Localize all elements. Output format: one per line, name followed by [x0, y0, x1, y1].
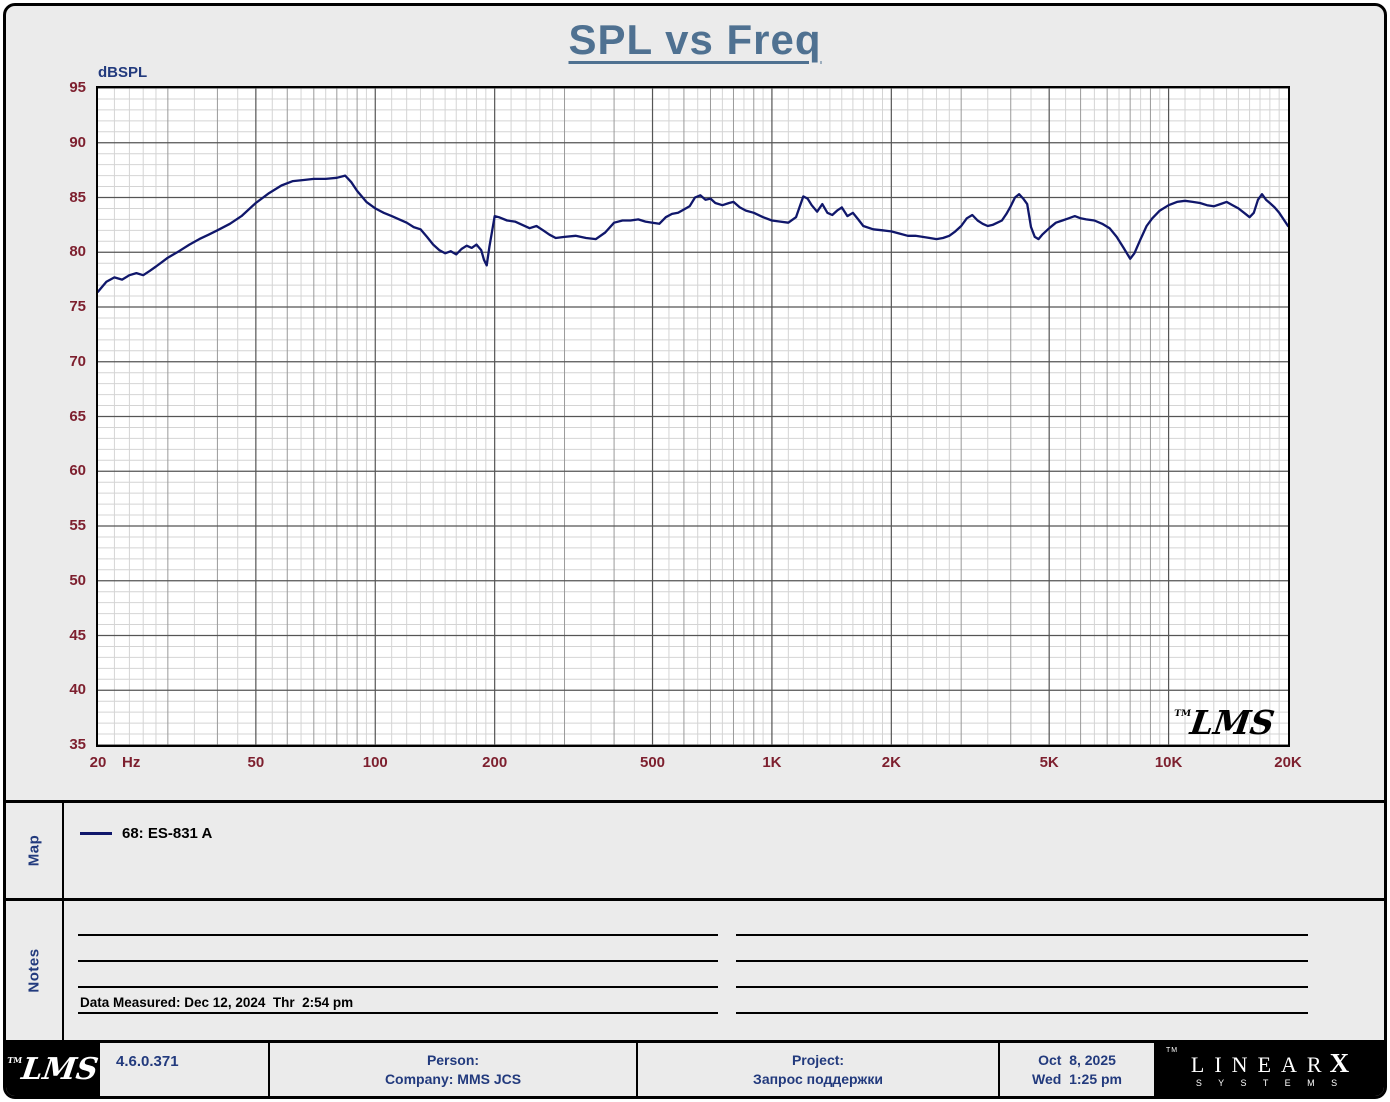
lms-logo-text: TMLMS: [6, 1051, 101, 1087]
project-value: Запрос поддержки: [753, 1070, 883, 1087]
notes-panel: Notes Data Measured: Dec 12, 2024 Thr 2:…: [6, 898, 1384, 1040]
x-tick-label: 5K: [1039, 754, 1059, 771]
x-tick-label: 1K: [762, 754, 782, 771]
lms-watermark-text: LMS: [1187, 703, 1277, 742]
trademark-mark: TM: [1166, 1047, 1179, 1054]
x-tick-label: 200: [482, 754, 508, 771]
y-tick-label: 65: [69, 407, 86, 425]
linearx-systems-text: S Y S T E M S: [1195, 1077, 1345, 1088]
linearx-logo: TM LINEARX S Y S T E M S: [1154, 1043, 1384, 1096]
y-tick-label: 80: [69, 243, 86, 261]
linearx-logo-text: LINEARX: [1190, 1047, 1350, 1078]
y-tick-label: 95: [69, 79, 86, 96]
notes-column-left: Data Measured: Dec 12, 2024 Thr 2:54 pm: [78, 910, 718, 1040]
y-tick-label: 60: [69, 462, 86, 480]
linearx-x-glyph: X: [1329, 1047, 1350, 1078]
legend-label: 68: ES-831 A: [122, 825, 213, 842]
status-bar: TMLMS 4.6.0.371 Person: Company: MMS JCS…: [6, 1040, 1384, 1096]
y-tick-label: 85: [69, 188, 86, 206]
x-axis-tick-labels: 20 50 100 200 500 1K 2K 5K 10K 20K Hz: [90, 754, 1302, 778]
y-tick-label: 40: [69, 681, 86, 699]
notes-column-right: [736, 910, 1308, 1040]
x-tick-label: 2K: [881, 754, 901, 771]
time-value: Wed 1:25 pm: [1032, 1070, 1122, 1087]
note-line: [78, 936, 718, 962]
map-panel-label-column: Map: [6, 803, 64, 898]
notes-panel-label-column: Notes: [6, 901, 64, 1040]
lms-window: SPL vs Freq dBSPL TMLMS 95 90 85 80 75 70 65 60…: [3, 3, 1387, 1099]
map-panel-content: 68: ES-831 A: [64, 803, 1384, 898]
y-tick-label: 35: [69, 736, 86, 753]
y-tick-label: 90: [69, 133, 86, 151]
x-tick-label: 10K: [1154, 754, 1183, 771]
company-value: Company: MMS JCS: [384, 1070, 522, 1087]
x-tick-label: 20K: [1274, 754, 1302, 771]
legend-line-swatch: [80, 832, 112, 835]
spl-frequency-plot: [98, 88, 1288, 745]
y-tick-label: 75: [69, 298, 86, 315]
trademark-mark: TM: [6, 1054, 24, 1065]
lms-logo: TMLMS: [6, 1043, 101, 1096]
person-label: Person:: [426, 1051, 480, 1068]
y-tick-label: 55: [69, 517, 86, 534]
date-cell: Oct 8, 2025 Wed 1:25 pm: [998, 1043, 1154, 1096]
project-cell: Project: Запрос поддержки: [636, 1043, 998, 1096]
x-tick-label: 20: [89, 754, 107, 771]
project-label: Project:: [791, 1051, 845, 1068]
plot-area: TMLMS: [96, 86, 1290, 747]
y-axis-unit-label: dBSPL: [98, 64, 148, 81]
trademark-mark: TM: [1173, 709, 1192, 719]
map-panel-label: Map: [25, 834, 43, 867]
x-tick-label: 500: [640, 754, 666, 771]
y-tick-label: 70: [69, 352, 86, 370]
y-tick-label: 50: [69, 571, 86, 589]
note-line: [736, 988, 1308, 1014]
note-line: [736, 962, 1308, 988]
note-line: [736, 936, 1308, 962]
x-tick-label: 50: [247, 754, 265, 771]
chart-panel: SPL vs Freq dBSPL TMLMS 95 90 85 80 75 70 65 60…: [6, 6, 1384, 800]
y-tick-label: 45: [69, 626, 86, 644]
note-line: [736, 910, 1308, 936]
x-tick-label: 100: [362, 754, 388, 771]
note-line: Data Measured: Dec 12, 2024 Thr 2:54 pm: [78, 988, 718, 1014]
person-cell: Person: Company: MMS JCS: [268, 1043, 636, 1096]
note-line: [78, 910, 718, 936]
lms-logo-watermark: TMLMS: [1170, 703, 1277, 742]
x-axis-unit-label: Hz: [122, 754, 141, 771]
map-panel: Map 68: ES-831 A: [6, 800, 1384, 898]
version-cell: 4.6.0.371: [98, 1043, 268, 1096]
data-measured-text: Data Measured: Dec 12, 2024 Thr 2:54 pm: [80, 995, 354, 1010]
version-number: 4.6.0.371: [116, 1053, 179, 1070]
note-line: [78, 962, 718, 988]
chart-title: SPL vs Freq: [568, 16, 822, 63]
date-value: Oct 8, 2025: [1038, 1051, 1116, 1068]
notes-panel-content: Data Measured: Dec 12, 2024 Thr 2:54 pm: [64, 901, 1384, 1040]
notes-panel-label: Notes: [25, 948, 43, 993]
legend-item: 68: ES-831 A: [80, 825, 1384, 842]
y-axis-tick-labels: 95 90 85 80 75 70 65 60 55 50 45 40 35: [6, 79, 90, 753]
